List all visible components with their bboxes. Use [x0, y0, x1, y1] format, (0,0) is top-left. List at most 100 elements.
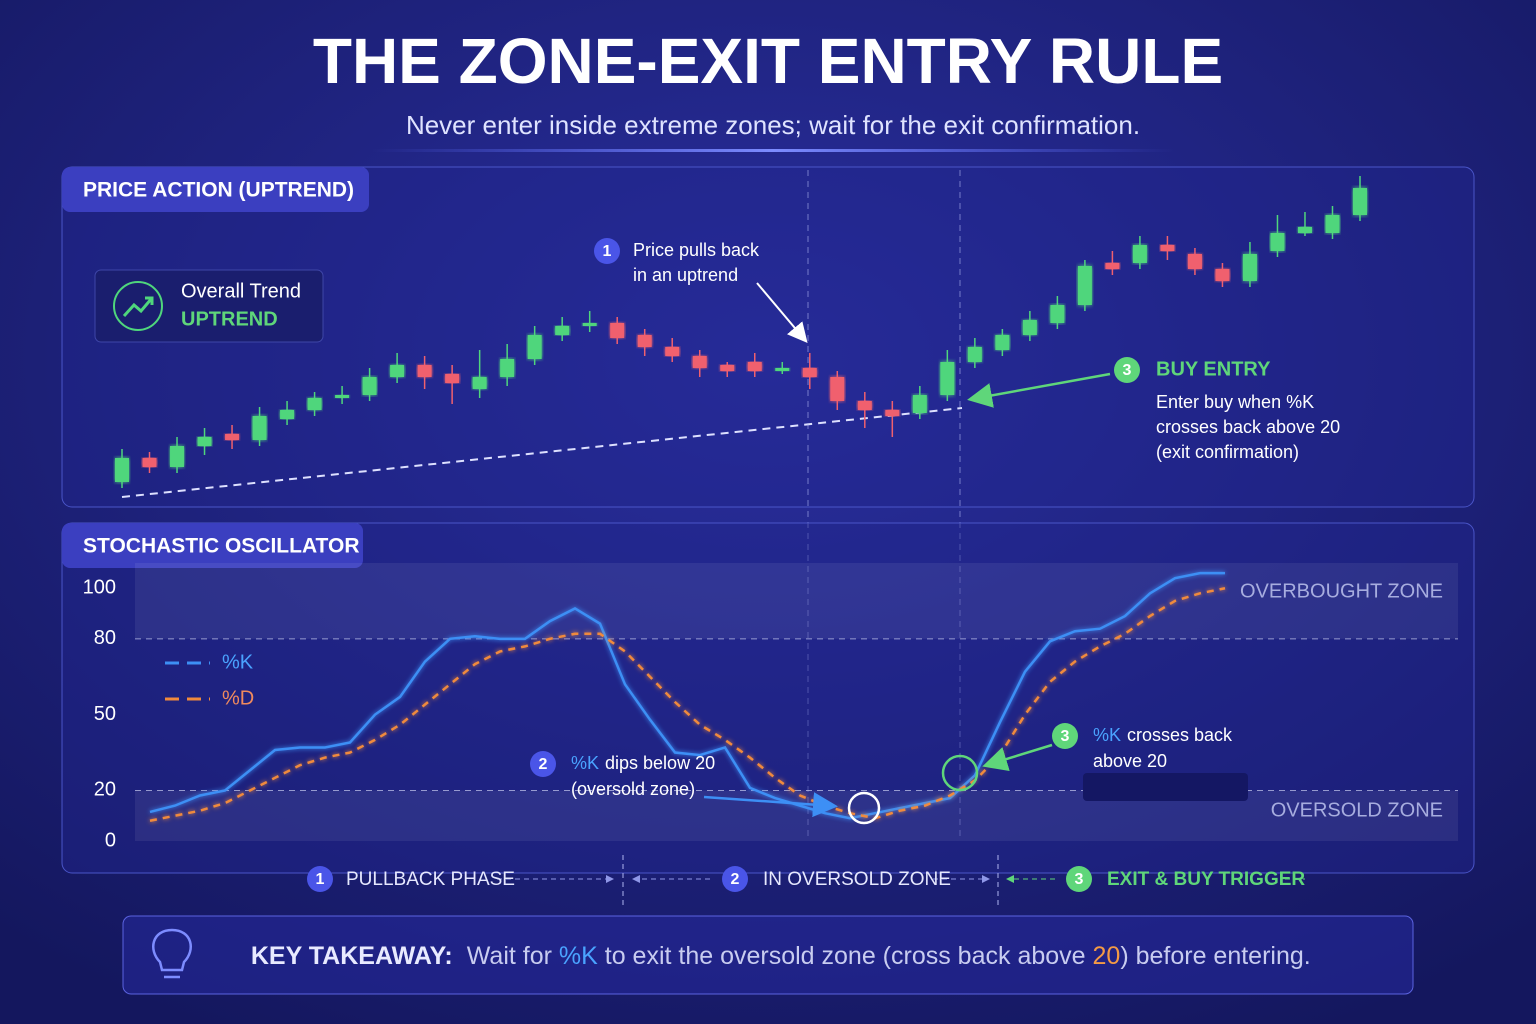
legend-label: %K	[222, 651, 254, 673]
highlight-circle	[941, 754, 979, 792]
trend-line	[121, 407, 963, 498]
candle-body	[1297, 227, 1312, 233]
series-line	[149, 571, 1225, 820]
phases: 1 PULLBACK PHASE 2 IN OVERSOLD ZONE 3 EXIT & …	[307, 866, 1305, 892]
subtitle: Never enter inside extreme zones; wait f…	[406, 110, 1140, 140]
candle-body	[610, 323, 625, 338]
trend-value: UPTREND	[181, 308, 278, 330]
arrow	[982, 743, 1053, 772]
legend-label: %D	[222, 687, 254, 709]
candle-body	[857, 401, 872, 410]
candle-body	[472, 377, 487, 389]
candle-body	[967, 347, 982, 362]
annotation: Price pulls back	[633, 240, 760, 260]
step-badge	[307, 866, 333, 892]
candle-body	[390, 365, 405, 377]
candle-body	[1022, 320, 1037, 335]
step-number: 1	[316, 871, 325, 888]
stochastic-plot: OVERBOUGHT ZONE OVERSOLD ZONE 0 20 50 80 100 %K…	[83, 563, 1458, 851]
candle-body	[1325, 215, 1340, 233]
annotation: %K dips below 20	[571, 753, 715, 773]
takeaway-part: %K	[559, 942, 598, 970]
candle-body	[225, 434, 240, 440]
annotation: crosses back above 20	[1156, 417, 1340, 437]
arrow	[967, 372, 1111, 408]
candle-body	[582, 323, 597, 326]
trend-label: Overall Trend	[181, 280, 301, 302]
candle-body	[170, 446, 185, 467]
title: THE ZONE-EXIT ENTRY RULE	[313, 25, 1223, 97]
candle-body	[280, 410, 295, 419]
candle-body	[335, 395, 350, 398]
step-badge	[722, 866, 748, 892]
series-line	[149, 587, 1226, 823]
candle-body	[142, 458, 157, 467]
candle-body	[830, 377, 845, 401]
candle-body	[1077, 266, 1092, 305]
candle-body	[417, 365, 432, 377]
annotation-text: above 20	[1093, 751, 1167, 771]
candle-body	[1160, 245, 1175, 251]
candle-body	[197, 437, 212, 446]
step-badge	[594, 238, 620, 264]
step-badge	[1066, 866, 1092, 892]
takeaway-part: ) before entering.	[1120, 942, 1310, 970]
candle-body	[252, 416, 267, 440]
label-backdrop	[1083, 773, 1248, 801]
trend-icon	[113, 281, 163, 331]
candle-body	[1353, 188, 1367, 215]
annotation-text: dips below 20	[605, 753, 715, 773]
candle-body	[1105, 263, 1120, 269]
candle-body	[995, 335, 1010, 350]
candle-body	[1270, 233, 1285, 251]
phase-label: IN OVERSOLD ZONE	[763, 869, 951, 890]
y-tick-label: 80	[94, 627, 116, 649]
candle-body	[362, 377, 377, 395]
step-badge	[1052, 723, 1078, 749]
takeaway-heading: KEY TAKEAWAY:	[251, 942, 453, 970]
candle-body	[802, 368, 817, 377]
annotation-highlight: %K	[571, 753, 599, 773]
candle-body	[1242, 254, 1257, 281]
takeaway-text: KEY TAKEAWAY: Wait for %K to exit the ove…	[230, 942, 1318, 970]
panel-tab	[62, 167, 369, 212]
highlight-circle	[847, 791, 881, 825]
arrow	[756, 282, 808, 344]
annotation: (exit confirmation)	[1156, 442, 1299, 462]
panel-title: PRICE ACTION (UPTREND)	[83, 179, 354, 202]
price-panel	[61, 166, 1475, 508]
step-number: 3	[1123, 362, 1132, 379]
oversold-zone	[135, 790, 1458, 841]
candle-body	[1132, 245, 1147, 263]
annotation: %K crosses back	[1093, 725, 1233, 745]
step-badge	[530, 751, 556, 777]
y-tick-label: 50	[94, 703, 116, 725]
candle-body	[720, 365, 735, 371]
takeaway-part: 20	[1093, 942, 1121, 970]
takeaway-box	[122, 915, 1414, 995]
candle-body	[747, 362, 762, 371]
candle-body	[665, 347, 680, 356]
y-tick-label: 100	[83, 577, 116, 599]
step-number: 3	[1075, 871, 1084, 888]
panel-tab	[62, 523, 363, 568]
candle-body	[500, 359, 515, 377]
candle-body	[445, 374, 460, 383]
candle-body	[1187, 254, 1202, 269]
candle-body	[115, 458, 129, 482]
annotation-highlight: %K	[1093, 725, 1121, 745]
step-number: 3	[1061, 728, 1070, 745]
annotation-heading: BUY ENTRY	[1156, 358, 1271, 380]
takeaway-part: to exit the oversold zone (cross back ab…	[598, 942, 1093, 970]
step-number: 1	[603, 243, 612, 260]
candle-body	[692, 356, 707, 368]
candle-body	[1215, 269, 1230, 281]
annotation: (oversold zone)	[571, 779, 695, 799]
annotation: above 20	[1093, 751, 1167, 771]
panel-title: STOCHASTIC OSCILLATOR	[83, 535, 360, 558]
candle-body	[637, 335, 652, 347]
candle-body	[940, 362, 955, 395]
annotation-text: crosses back	[1127, 725, 1233, 745]
bulb-icon	[152, 928, 192, 972]
